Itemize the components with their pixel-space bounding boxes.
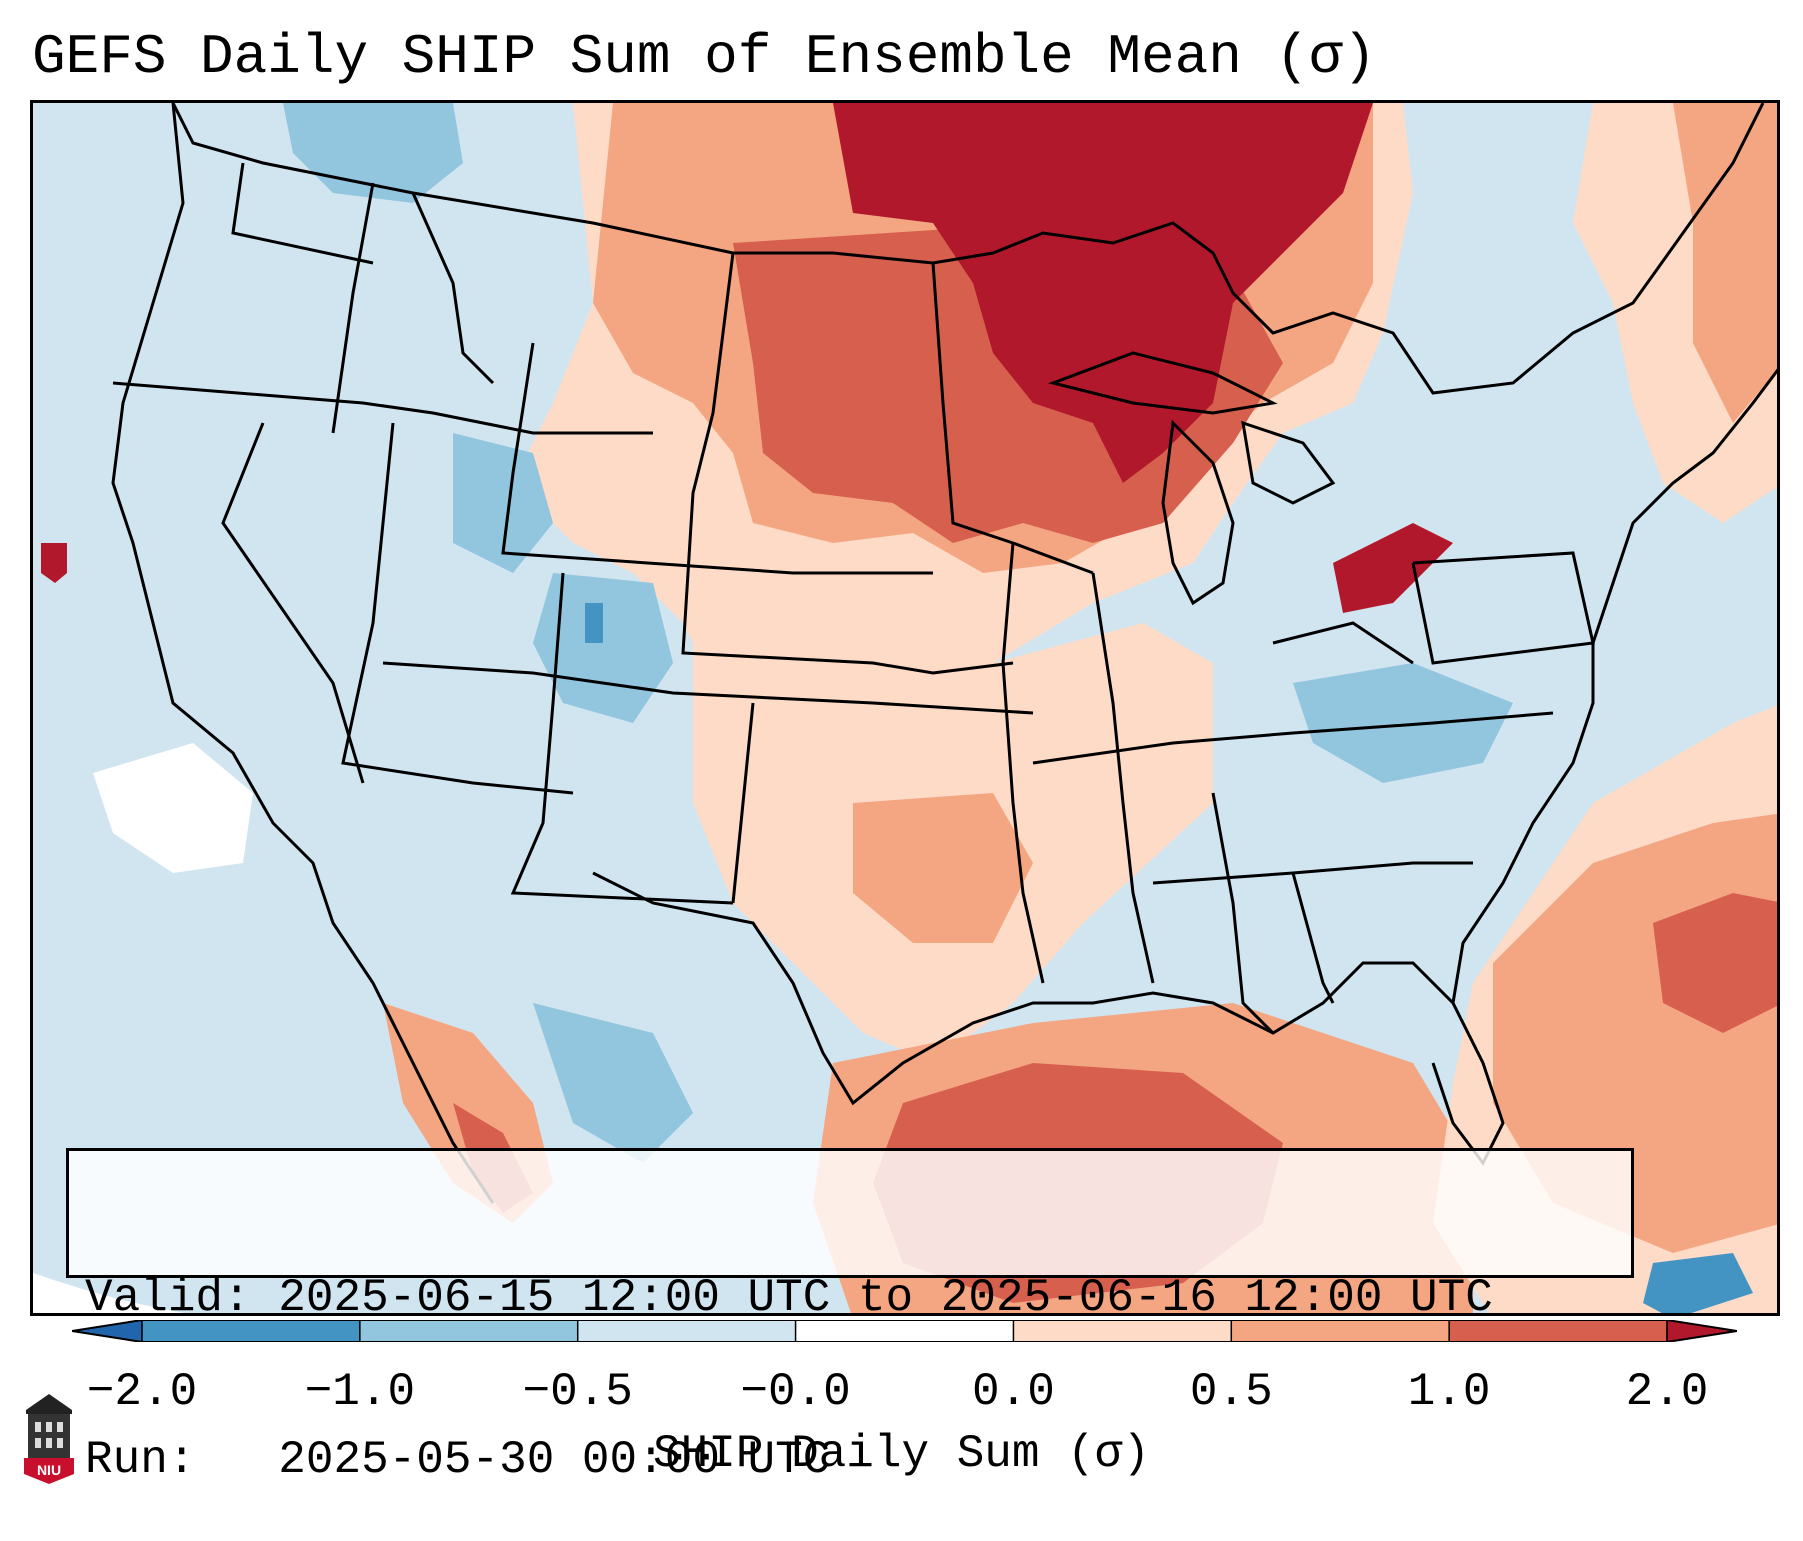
colorbar-bin xyxy=(795,1320,1014,1342)
colorbar-label: SHIP Daily Sum (σ) xyxy=(653,1428,1150,1480)
anomaly-region-lake-erie xyxy=(1333,523,1453,613)
anomaly-region-colorado-cool xyxy=(533,573,673,723)
colorbar-tick-label: −0.0 xyxy=(740,1366,851,1418)
colorbar-bin xyxy=(1231,1320,1450,1342)
anomaly-region-pacific-nw-cool xyxy=(283,103,463,203)
state-line-8 xyxy=(681,252,1014,675)
state-line-4 xyxy=(411,192,495,385)
state-line-20 xyxy=(1272,621,1414,665)
state-line-2 xyxy=(112,381,653,435)
state-line-10 xyxy=(382,661,1034,715)
colorbar-bin xyxy=(359,1320,579,1342)
colorbar-bin xyxy=(1449,1320,1668,1342)
valid-value: 2025-06-15 12:00 UTC to 2025-06-16 12:00… xyxy=(278,1272,1493,1324)
logo-tower-body xyxy=(28,1414,70,1458)
colorbar-extend-high xyxy=(1666,1320,1737,1342)
political-borders xyxy=(111,103,1777,1204)
anomaly-region-atlantic-inner xyxy=(1653,893,1777,1033)
run-value: 2025-05-30 00:00 UTC xyxy=(278,1434,831,1486)
west-coast xyxy=(111,103,495,1204)
state-line-15 xyxy=(1032,711,1554,765)
state-line-5 xyxy=(501,342,933,575)
anomaly-region-sierra-madre-cool xyxy=(533,1003,693,1163)
colorbar-tick-label: −1.0 xyxy=(304,1366,416,1418)
logo-text: NIU xyxy=(37,1462,61,1478)
anomaly-region-colorado-peak xyxy=(585,603,603,643)
lake-michigan xyxy=(1161,419,1235,606)
logo-window-1 xyxy=(35,1422,41,1432)
us-canada-border xyxy=(171,103,1765,395)
colorbar-tick-label: 1.0 xyxy=(1407,1366,1491,1418)
anomaly-region-cuba-cool xyxy=(1643,1253,1753,1313)
state-line-16 xyxy=(1152,861,1473,885)
state-line-18 xyxy=(1291,872,1335,1004)
anomaly-region-pacific-neutral xyxy=(93,743,253,873)
validity-info-box: Valid: 2025-06-15 12:00 UTC to 2025-06-1… xyxy=(66,1148,1634,1486)
map-title: GEFS Daily SHIP Sum of Ensemble Mean (σ) xyxy=(32,25,1377,89)
run-row: Run: 2025-05-30 00:00 UTC xyxy=(85,1433,1631,1487)
logo-window-2 xyxy=(46,1422,52,1432)
anomaly-region-appalachian-cool xyxy=(1293,663,1513,783)
run-label: Run: xyxy=(85,1434,196,1486)
state-line-13 xyxy=(1001,542,1045,984)
anomaly-map xyxy=(33,103,1777,1313)
colorbar-tick-label: −2.0 xyxy=(86,1366,198,1418)
valid-row: Valid: 2025-06-15 12:00 UTC to 2025-06-1… xyxy=(85,1271,1631,1325)
colorbar-tick-label: 2.0 xyxy=(1625,1366,1709,1418)
colorbar xyxy=(72,1320,1737,1342)
lake-superior xyxy=(1047,351,1278,415)
colorbar-bin xyxy=(1013,1320,1232,1342)
state-line-12 xyxy=(731,702,755,904)
state-line-11 xyxy=(510,572,734,905)
colorbar-bin xyxy=(577,1320,797,1342)
colorbar-tick-label: −0.5 xyxy=(522,1366,633,1418)
colorbar-tick-label: 0.0 xyxy=(972,1366,1055,1418)
logo-window-3 xyxy=(57,1422,63,1432)
state-line-17 xyxy=(1211,792,1275,1035)
projection-edge xyxy=(33,1273,185,1313)
state-line-19 xyxy=(1411,551,1595,665)
colorbar-tick-label: 0.5 xyxy=(1189,1366,1273,1418)
state-line-9 xyxy=(931,262,1094,575)
lake-huron xyxy=(1241,420,1336,505)
gulf-coast xyxy=(592,871,1505,1166)
anomaly-region-great-lakes-extreme xyxy=(833,103,1373,483)
state-line-14 xyxy=(1091,572,1155,984)
logo-window-4 xyxy=(35,1438,41,1448)
colorbar-bin xyxy=(142,1320,361,1342)
anomaly-region-great-basin-cool xyxy=(453,433,553,573)
state-line-1 xyxy=(231,162,374,265)
colorbar-extend-low xyxy=(72,1320,143,1342)
logo-window-6 xyxy=(57,1438,63,1448)
anomaly-region-pacific-hot-pixel xyxy=(41,543,67,583)
anomaly-region-oklahoma xyxy=(853,793,1033,943)
anomaly-region-new-england-mid xyxy=(1673,103,1777,423)
map-panel xyxy=(30,100,1780,1316)
valid-label: Valid: xyxy=(85,1272,251,1324)
state-line-7 xyxy=(341,422,574,795)
logo-tower-roof xyxy=(26,1394,72,1414)
state-line-3 xyxy=(331,182,375,434)
niu-logo: NIU xyxy=(24,1394,74,1484)
logo-window-5 xyxy=(46,1438,52,1448)
logo-shield xyxy=(24,1458,74,1484)
